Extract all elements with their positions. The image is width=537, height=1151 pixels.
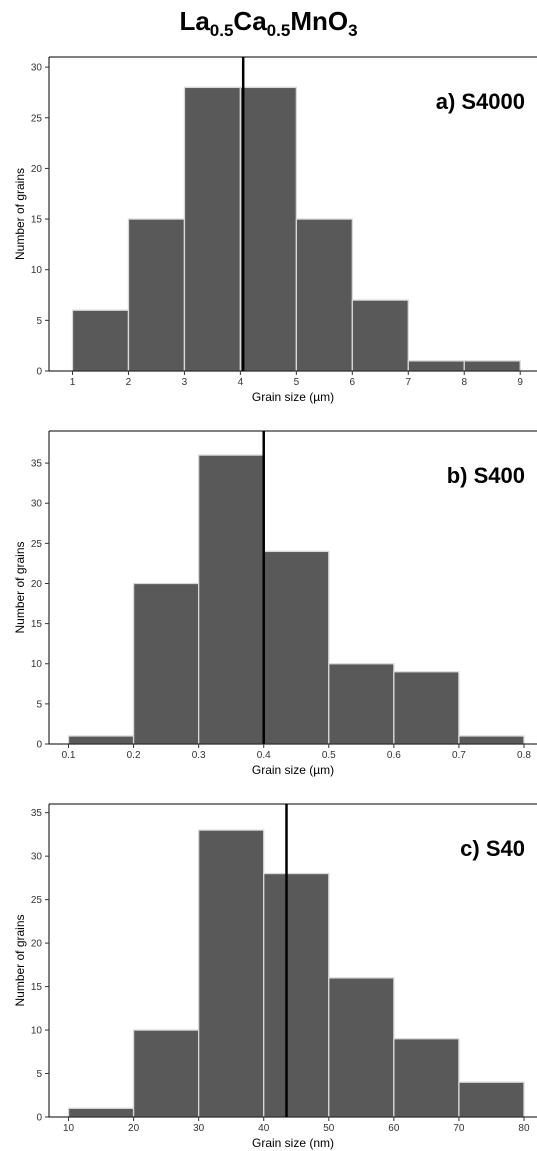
y-tick-label: 15 bbox=[31, 982, 43, 993]
x-tick-label: 3 bbox=[182, 377, 188, 388]
y-tick-label: 5 bbox=[36, 1069, 42, 1080]
figure-title: La0.5Ca0.5MnO3 bbox=[179, 6, 358, 40]
x-axis-title: Grain size (µm) bbox=[252, 390, 334, 404]
x-tick-label: 1 bbox=[70, 377, 76, 388]
y-tick-label: 0 bbox=[36, 1113, 42, 1124]
x-tick-label: 0.5 bbox=[322, 750, 336, 761]
histogram-bar bbox=[393, 1038, 460, 1118]
histogram-bar bbox=[263, 550, 330, 745]
histogram-bar bbox=[183, 86, 242, 372]
histogram-bar bbox=[393, 671, 460, 745]
histogram-bar bbox=[67, 1107, 135, 1118]
y-tick-label: 10 bbox=[31, 265, 43, 276]
y-tick-label: 25 bbox=[31, 895, 43, 906]
y-tick-label: 30 bbox=[31, 63, 43, 74]
x-tick-label: 4 bbox=[238, 377, 244, 388]
y-tick-label: 0 bbox=[36, 367, 42, 378]
histogram-bar bbox=[132, 582, 200, 745]
x-tick-label: 0.7 bbox=[452, 750, 466, 761]
y-axis-title: Number of grains bbox=[13, 914, 27, 1006]
y-axis-title: Number of grains bbox=[13, 541, 27, 633]
x-tick-label: 0.6 bbox=[387, 750, 401, 761]
x-tick-label: 0.4 bbox=[257, 750, 271, 761]
x-tick-label: 5 bbox=[294, 377, 300, 388]
x-axis-title: Grain size (µm) bbox=[252, 763, 334, 777]
y-tick-label: 30 bbox=[31, 852, 43, 863]
histogram-bar bbox=[198, 454, 265, 745]
x-tick-label: 70 bbox=[453, 1123, 465, 1134]
histogram-panel-a: 1 2 3 4 5 6 7 8 9 0 5 10 15 20 25 30 Grain size (µm) Numb… bbox=[13, 56, 537, 404]
histogram-bar bbox=[127, 218, 186, 372]
histogram-bar bbox=[351, 299, 409, 372]
histogram-bar bbox=[263, 872, 330, 1118]
panel-label: b) S400 bbox=[447, 463, 525, 488]
x-tick-label: 0.2 bbox=[127, 750, 141, 761]
panel-1-content: 0.1 0.2 0.3 0.4 0.5 0.6 0.7 0.8 0 5 10 15 20 25 30 35 Gr… bbox=[13, 430, 537, 777]
y-tick-label: 35 bbox=[31, 808, 43, 819]
y-tick-label: 25 bbox=[31, 539, 43, 550]
x-tick-label: 80 bbox=[518, 1123, 530, 1134]
y-tick-label: 20 bbox=[31, 939, 43, 950]
x-tick-label: 60 bbox=[388, 1123, 400, 1134]
x-tick-label: 9 bbox=[517, 377, 523, 388]
histogram-bar bbox=[132, 1029, 200, 1118]
y-axis-title: Number of grains bbox=[13, 168, 27, 260]
x-tick-label: 6 bbox=[350, 377, 356, 388]
y-tick-label: 35 bbox=[31, 459, 43, 470]
y-tick-label: 0 bbox=[36, 740, 42, 751]
x-tick-label: 7 bbox=[406, 377, 412, 388]
histogram-bar bbox=[71, 309, 130, 372]
histogram-bar bbox=[198, 829, 265, 1118]
x-tick-label: 2 bbox=[126, 377, 132, 388]
histogram-bar bbox=[295, 218, 353, 372]
y-tick-label: 30 bbox=[31, 499, 43, 510]
histogram-bar bbox=[239, 86, 298, 372]
y-tick-label: 10 bbox=[31, 1026, 43, 1037]
panel-label: c) S40 bbox=[460, 836, 525, 861]
x-tick-label: 0.1 bbox=[62, 750, 76, 761]
y-tick-label: 10 bbox=[31, 659, 43, 670]
x-tick-label: 0.8 bbox=[517, 750, 531, 761]
panel-0-content: 1 2 3 4 5 6 7 8 9 0 5 10 15 20 25 30 Grain size (µm) Numb… bbox=[13, 56, 537, 404]
x-axis-title: Grain size (nm) bbox=[252, 1136, 334, 1150]
y-tick-label: 20 bbox=[31, 164, 43, 175]
x-tick-label: 40 bbox=[258, 1123, 270, 1134]
x-tick-label: 8 bbox=[461, 377, 467, 388]
x-tick-label: 10 bbox=[63, 1123, 75, 1134]
y-tick-label: 15 bbox=[31, 619, 43, 630]
y-tick-label: 5 bbox=[36, 699, 42, 710]
y-tick-label: 15 bbox=[31, 215, 43, 226]
x-tick-label: 20 bbox=[128, 1123, 140, 1134]
x-tick-label: 50 bbox=[323, 1123, 335, 1134]
histogram-bar bbox=[328, 977, 395, 1118]
y-tick-label: 5 bbox=[36, 316, 42, 327]
y-tick-label: 25 bbox=[31, 113, 43, 124]
panel-label: a) S4000 bbox=[436, 89, 525, 114]
histogram-panel-b: 0.1 0.2 0.3 0.4 0.5 0.6 0.7 0.8 0 5 10 15 20 25 30 35 Gr… bbox=[13, 430, 537, 777]
y-tick-label: 20 bbox=[31, 579, 43, 590]
x-tick-label: 0.3 bbox=[192, 750, 206, 761]
histogram-bar bbox=[458, 1081, 525, 1118]
x-tick-label: 30 bbox=[193, 1123, 205, 1134]
panel-2-content: 10 20 30 40 50 60 70 80 0 5 10 15 20 25 30 35 Grain size… bbox=[13, 803, 537, 1150]
